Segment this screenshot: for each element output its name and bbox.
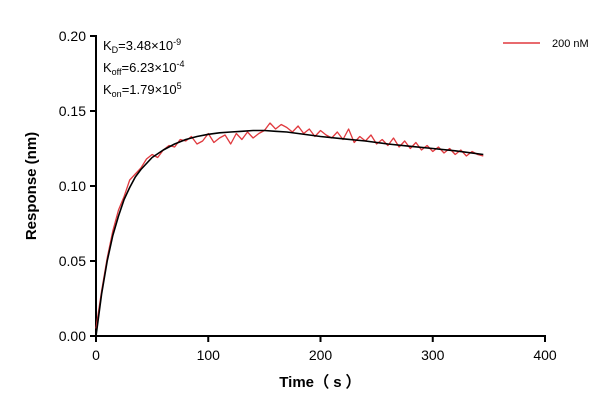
x-tick-label: 300 [421,347,445,363]
kinetics-annotation: KD=3.48×10-9 Koff=6.23×10-4 Kon=1.79×105 [103,37,184,99]
legend-label: 200 nM [552,38,589,50]
x-tick-label: 100 [197,347,221,363]
ticks: 0 100 200 300 400 0.00 0.05 0.10 0.15 0.20 [59,28,557,363]
plot-area [95,122,484,337]
x-tick-label: 400 [533,347,557,363]
y-tick-label: 0.00 [59,328,86,344]
legend: 200 nM [503,38,589,50]
series-line-fit [95,129,484,337]
y-tick-label: 0.15 [59,103,86,119]
series-line-200nM [95,122,484,329]
y-tick-label: 0.20 [59,28,86,44]
kd-annotation: KD=3.48×10-9 [103,37,181,55]
kon-annotation: Kon=1.79×105 [103,81,182,99]
x-tick-label: 200 [309,347,333,363]
x-axis-title: Time（ s ） [279,373,360,391]
y-tick-label: 0.10 [59,178,86,194]
axes [95,35,546,337]
x-tick-label: 0 [92,347,100,363]
koff-annotation: Koff=6.23×10-4 [103,59,184,77]
y-tick-label: 0.05 [59,253,86,269]
y-axis-title: Response (nm) [23,132,40,240]
